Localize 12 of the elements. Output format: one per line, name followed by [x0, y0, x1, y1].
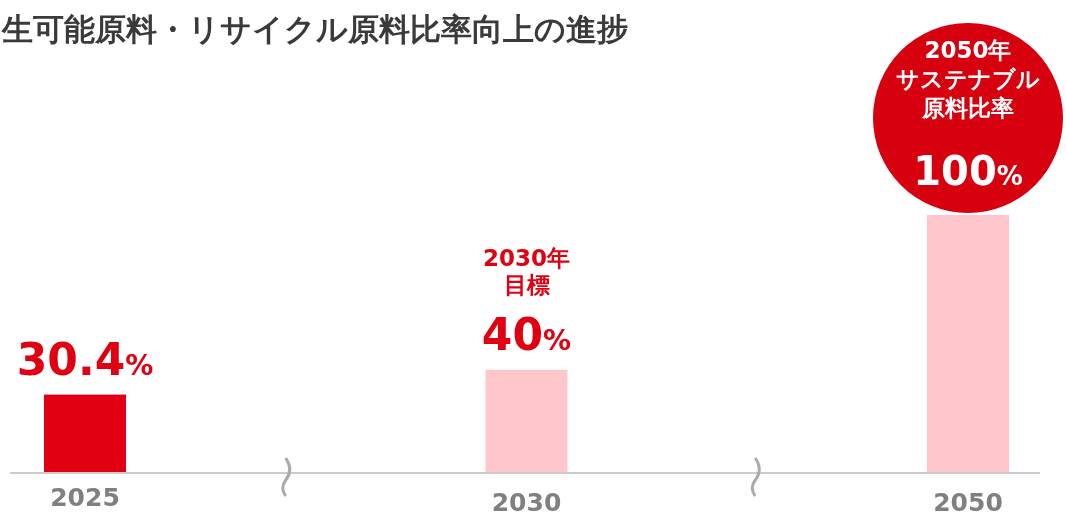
- chart-title: 生可能原料・リサイクル原料比率向上の進捗: [1, 11, 628, 47]
- data-label: 30.4%: [16, 333, 154, 385]
- annotation: 2030年: [482, 244, 571, 271]
- text: 2050年: [924, 37, 1012, 63]
- x-tick-label: 2050: [933, 488, 1003, 513]
- text: サステナブル: [896, 66, 1040, 92]
- text: 原料比率: [921, 95, 1014, 121]
- x-tick-label: 2030: [491, 488, 562, 513]
- annotation: 目標: [503, 271, 550, 298]
- x-tick-label: 2025: [50, 483, 120, 512]
- data-label: 100%: [913, 148, 1023, 194]
- data-label: 40%: [481, 308, 572, 360]
